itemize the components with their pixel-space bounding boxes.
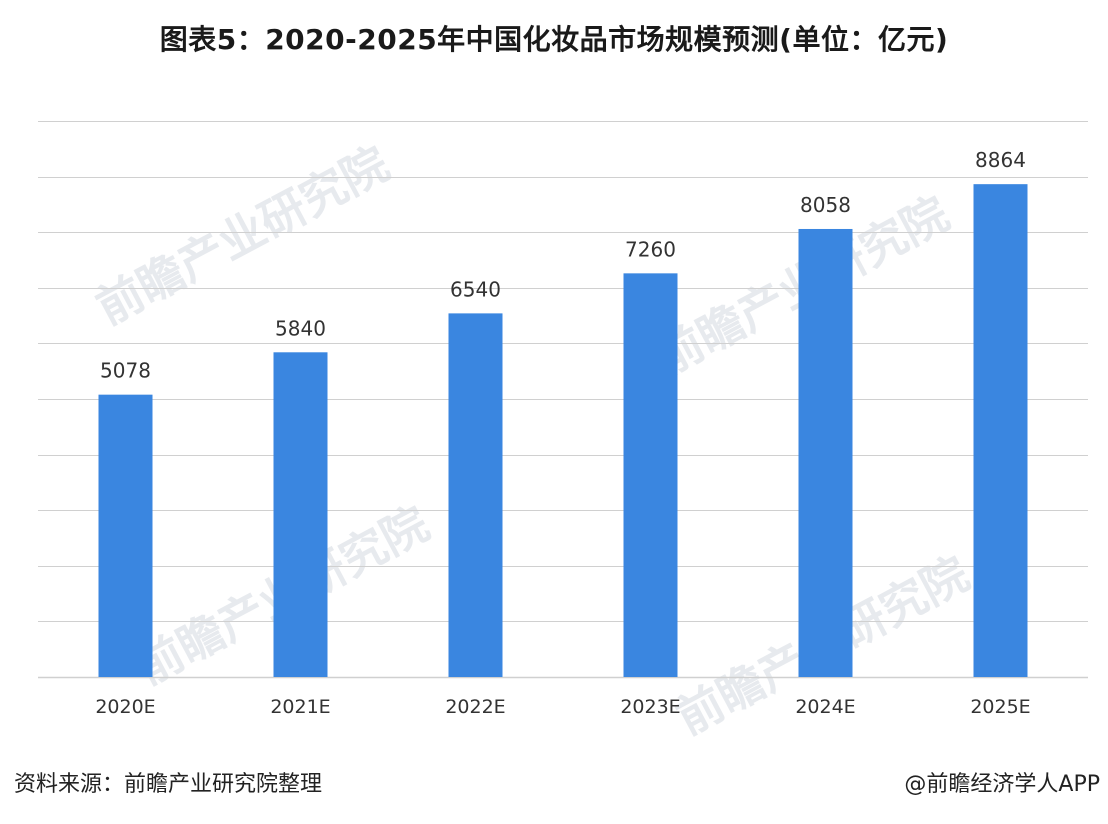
- bar-2021E: [273, 352, 328, 677]
- x-tick-label: 2020E: [95, 696, 155, 718]
- data-label: 8864: [975, 148, 1026, 172]
- data-label: 8058: [800, 193, 851, 217]
- bar-2025E: [973, 184, 1028, 677]
- x-tick-label: 2024E: [795, 696, 855, 718]
- x-tick-label: 2022E: [445, 696, 505, 718]
- bar-2023E: [623, 273, 678, 677]
- data-label: 7260: [625, 237, 676, 261]
- credit-note: @前瞻经济学人APP: [904, 772, 1100, 797]
- x-tick-label: 2025E: [970, 696, 1030, 718]
- source-note: 资料来源：前瞻产业研究院整理: [14, 772, 323, 797]
- data-label: 5840: [275, 316, 326, 340]
- x-tick-label: 2023E: [620, 696, 680, 718]
- data-label: 6540: [450, 277, 501, 301]
- data-label: 5078: [100, 359, 151, 383]
- chart-title: 图表5：2020-2025年中国化妆品市场规模预测(单位：亿元): [159, 23, 949, 56]
- bar-2024E: [798, 228, 853, 677]
- bar-2022E: [448, 313, 503, 677]
- x-tick-label: 2021E: [270, 696, 330, 718]
- bar-2020E: [98, 394, 153, 677]
